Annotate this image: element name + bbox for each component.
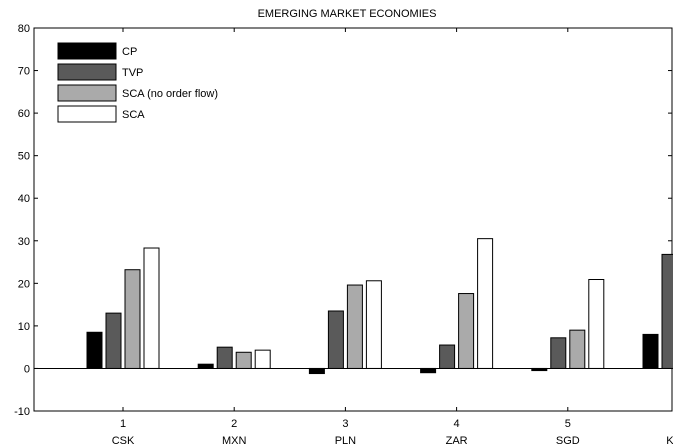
legend: CP TVP SCA (no order flow) SCA	[57, 42, 218, 123]
x-tick-label: 3	[342, 418, 348, 430]
x-category-label: SGD	[556, 435, 580, 447]
x-category-label: CSK	[112, 435, 135, 447]
y-tick-label: 20	[18, 278, 30, 290]
y-tick-label: 80	[18, 23, 30, 35]
x-tick-label: 2	[231, 418, 237, 430]
x-category-label: KRW	[666, 435, 673, 447]
legend-label: SCA (no order flow)	[122, 88, 218, 100]
y-tick-label: -10	[14, 406, 30, 418]
legend-swatch	[57, 84, 117, 102]
bars	[86, 238, 673, 375]
bar-tvp-sgd	[550, 337, 567, 369]
bar-sca-sgd	[588, 279, 605, 369]
bar-tvp-pln	[327, 310, 344, 369]
bar-sca-no-order-flow-sgd	[569, 329, 586, 369]
legend-swatch	[57, 63, 117, 81]
bar-sca-pln	[365, 280, 382, 369]
bar-cp-mxn	[197, 363, 214, 369]
bar-sca-no-order-flow-zar	[458, 293, 475, 369]
x-tick-label: 1	[120, 418, 126, 430]
legend-label: TVP	[122, 67, 143, 79]
x-category-label: MXN	[222, 435, 247, 447]
x-tick-label: 4	[454, 418, 460, 430]
legend-label: SCA	[122, 109, 145, 121]
bar-sca-mxn	[254, 349, 271, 369]
x-category-label: ZAR	[446, 435, 468, 447]
y-tick-label: 10	[18, 321, 30, 333]
legend-label: CP	[122, 46, 137, 58]
bar-tvp-krw	[661, 253, 673, 369]
y-tick-label: 30	[18, 236, 30, 248]
y-tick-label: 40	[18, 193, 30, 205]
bar-sca-csk	[143, 247, 160, 369]
bar-tvp-csk	[105, 312, 122, 369]
plot-area	[33, 27, 673, 412]
bar-sca-no-order-flow-mxn	[235, 351, 252, 369]
y-tick-label: 0	[24, 363, 30, 375]
bar-sca-zar	[477, 238, 494, 369]
legend-swatch	[57, 42, 117, 60]
bar-cp-krw	[642, 333, 659, 369]
bar-cp-csk	[86, 331, 103, 369]
bar-sca-no-order-flow-csk	[124, 269, 141, 369]
bar-cp-zar	[420, 367, 437, 374]
bar-sca-no-order-flow-pln	[346, 284, 363, 369]
chart-title: EMERGING MARKET ECONOMIES	[258, 8, 437, 20]
y-tick-label: 50	[18, 151, 30, 163]
y-tick-label: 60	[18, 108, 30, 120]
bar-tvp-mxn	[216, 346, 233, 369]
bar-tvp-zar	[439, 344, 456, 369]
x-axis: 1CSK2MXN3PLN4ZAR5SGD6KRW	[112, 28, 673, 447]
bar-cp-pln	[308, 367, 325, 375]
y-tick-label: 70	[18, 66, 30, 78]
bar-cp-sgd	[531, 367, 548, 372]
legend-swatch	[57, 105, 117, 123]
x-tick-label: 5	[565, 418, 571, 430]
x-category-label: PLN	[335, 435, 356, 447]
